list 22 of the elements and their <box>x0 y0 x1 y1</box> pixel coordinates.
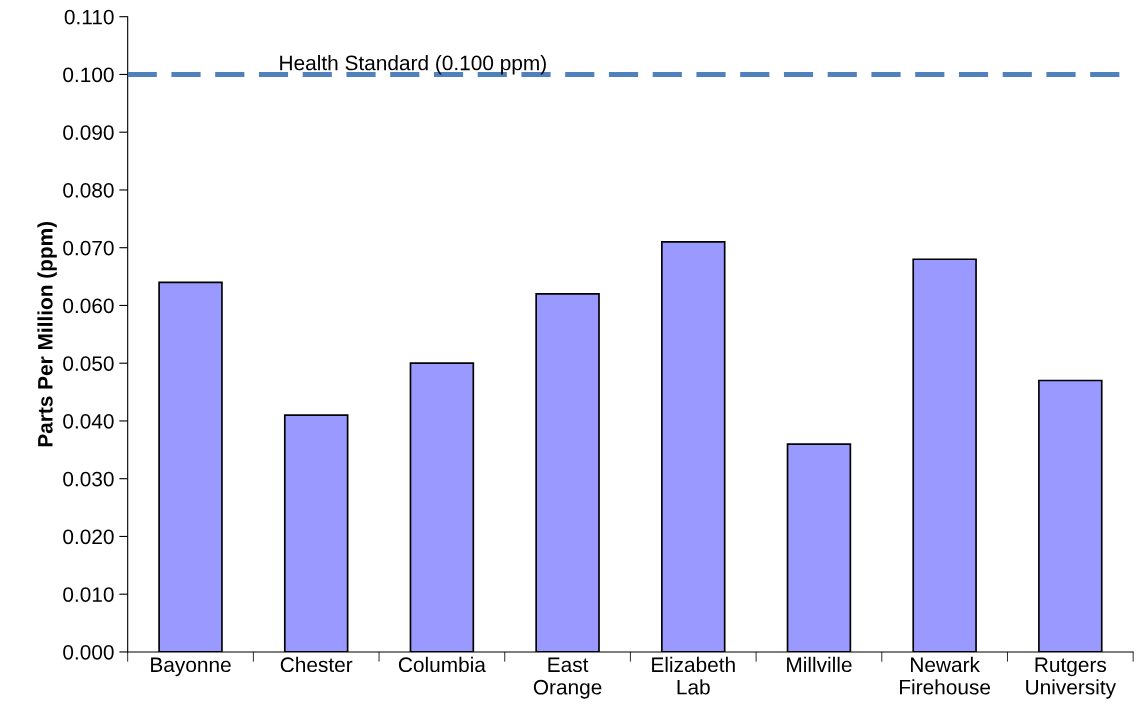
y-axis-title: Parts Per Million (ppm) <box>37 221 57 447</box>
x-tick-label: Columbia <box>398 656 486 673</box>
y-tick-label: 0.100 <box>63 67 114 83</box>
x-tick-label: East Orange <box>533 657 602 699</box>
x-tick-label: Rutgers University <box>1026 657 1117 699</box>
y-tick-label: 0.010 <box>63 587 114 602</box>
y-tick-label: 0.040 <box>63 413 114 429</box>
y-tick-label: 0.060 <box>63 298 114 314</box>
x-tick-label: Millville <box>787 656 852 673</box>
y-tick-label: 0.110 <box>64 9 114 25</box>
x-tick-label: Chester <box>280 656 353 673</box>
y-tick-label: 0.030 <box>63 471 114 487</box>
y-tick-label: 0.020 <box>63 529 114 545</box>
x-tick-label: Bayonne <box>151 657 231 677</box>
y-tick-label: 0.080 <box>63 182 114 198</box>
ref-line-label: Health Standard (0.100 ppm) <box>280 55 546 75</box>
y-tick-label: 0.050 <box>63 356 114 371</box>
y-tick-label: 0.090 <box>63 125 114 140</box>
x-tick-label: Elizabeth Lab <box>652 656 735 695</box>
y-tick-label: 0.070 <box>63 240 114 256</box>
x-tick-label: Newark Firehouse <box>900 656 991 695</box>
y-tick-label: 0.000 <box>63 644 114 660</box>
